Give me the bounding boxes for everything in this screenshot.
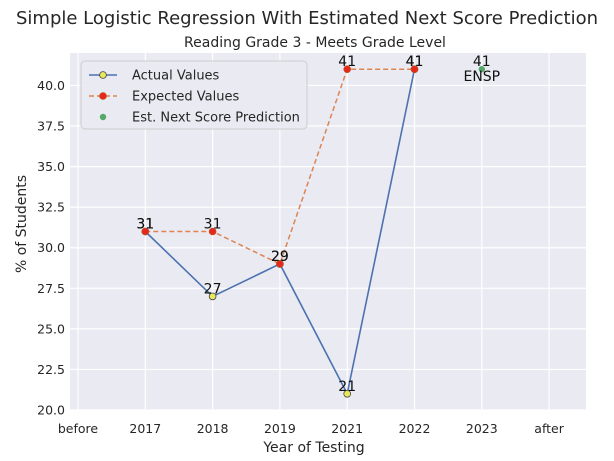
legend-expected-marker [99, 92, 107, 100]
data-label: 21 [338, 379, 356, 395]
legend-label: Est. Next Score Prediction [132, 111, 300, 126]
y-tick-label: 20.0 [37, 403, 65, 418]
legend-actual-marker [99, 71, 107, 79]
expected-values-line [145, 68, 415, 265]
data-label: 27 [204, 281, 222, 297]
y-tick-label: 30.0 [37, 240, 65, 255]
prediction-annotation: ENSP [463, 69, 500, 85]
expected-point [343, 65, 352, 74]
series-group [141, 65, 485, 398]
y-tick-label: 40.0 [37, 78, 65, 93]
y-tick-label: 37.5 [37, 119, 65, 134]
data-label: 31 [136, 217, 154, 233]
data-label: 41 [406, 54, 424, 70]
legend-prediction-marker [99, 113, 107, 121]
y-axis-label: % of Students [14, 175, 30, 273]
x-tick-label: 2022 [399, 421, 431, 436]
x-tick-label: 2023 [466, 421, 498, 436]
x-tick-label: 2021 [331, 421, 363, 436]
y-tick-label: 27.5 [37, 281, 65, 296]
chart-subtitle: Reading Grade 3 - Meets Grade Level [184, 35, 446, 51]
actual-point [343, 389, 352, 398]
actual-point [208, 292, 217, 301]
legend: Actual Values Expected Values Est. Next Sc… [80, 60, 308, 130]
prediction-point [478, 66, 485, 73]
y-tick-label: 22.5 [37, 362, 65, 377]
legend-box [80, 60, 308, 130]
data-label: 31 [204, 217, 222, 233]
x-ticks: before 2017 2018 2019 2021 2022 2023 after [58, 421, 565, 436]
y-ticks: 20.0 22.5 25.0 27.5 30.0 32.5 35.0 37.5 40.0 [37, 78, 65, 418]
x-tick-label: 2017 [129, 421, 161, 436]
data-label: 41 [473, 54, 491, 70]
legend-label: Expected Values [132, 90, 239, 105]
y-tick-label: 35.0 [37, 159, 65, 174]
data-label: 29 [271, 249, 289, 265]
y-tick-label: 25.0 [37, 321, 65, 336]
x-tick-label: 2019 [264, 421, 296, 436]
expected-point [276, 260, 284, 268]
x-tick-label: after [534, 421, 564, 436]
x-tick-label: 2018 [197, 421, 229, 436]
expected-point [208, 227, 217, 236]
legend-label: Actual Values [132, 69, 220, 84]
expected-point [141, 227, 150, 236]
data-label: 31 [136, 217, 154, 233]
data-label: 29 [271, 249, 289, 265]
chart-title: Simple Logistic Regression With Estimate… [16, 8, 598, 29]
data-label: 41 [338, 54, 356, 70]
expected-point [410, 65, 419, 74]
data-label: 41 [406, 54, 424, 70]
x-tick-label: before [58, 421, 99, 436]
y-tick-label: 32.5 [37, 200, 65, 215]
x-axis-label: Year of Testing [262, 440, 364, 456]
